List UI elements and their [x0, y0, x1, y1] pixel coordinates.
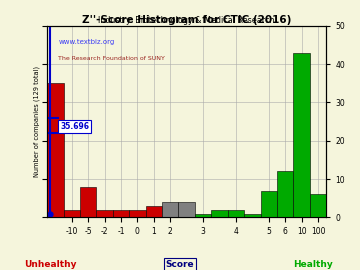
Text: The Research Foundation of SUNY: The Research Foundation of SUNY [58, 56, 165, 62]
Bar [244, 214, 261, 217]
Bar [228, 210, 244, 217]
Bar [47, 83, 64, 217]
Bar [64, 210, 80, 217]
Text: Score: Score [166, 260, 194, 269]
Text: Healthy: Healthy [293, 260, 333, 269]
Bar [80, 187, 96, 217]
Text: www.textbiz.org: www.textbiz.org [58, 39, 114, 45]
Bar [195, 214, 211, 217]
Text: Unhealthy: Unhealthy [24, 260, 77, 269]
Bar [277, 171, 293, 217]
Bar [113, 210, 129, 217]
Bar [261, 191, 277, 217]
Bar [211, 210, 228, 217]
Text: Industry: Biotechnology & Medical Research: Industry: Biotechnology & Medical Resear… [98, 16, 275, 25]
Title: Z''-Score Histogram for CTIC (2016): Z''-Score Histogram for CTIC (2016) [82, 15, 291, 25]
Bar [96, 210, 113, 217]
Bar [129, 210, 146, 217]
Text: 35.696: 35.696 [60, 122, 89, 131]
Bar [310, 194, 326, 217]
Bar [146, 206, 162, 217]
Bar [293, 53, 310, 217]
Bar [162, 202, 179, 217]
Y-axis label: Number of companies (129 total): Number of companies (129 total) [33, 66, 40, 177]
Bar [179, 202, 195, 217]
